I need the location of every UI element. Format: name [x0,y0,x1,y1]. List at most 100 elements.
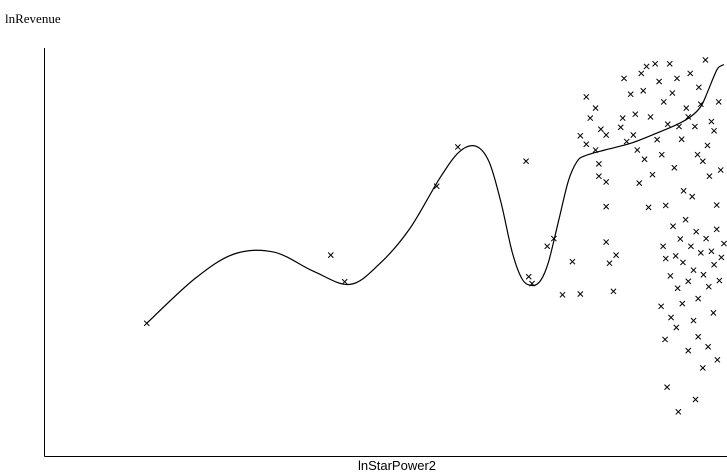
data-point-marker [683,105,690,112]
data-point-marker [638,70,645,77]
data-point-marker [716,277,723,284]
data-point-marker [617,124,624,131]
data-point-marker [613,252,620,259]
data-point-marker [687,243,694,250]
data-point-marker [706,173,713,180]
data-point-marker [525,273,532,280]
data-point-marker [662,255,669,262]
data-point-marker [597,126,604,133]
data-point-marker [685,113,692,120]
data-point-marker [671,164,678,171]
data-point-marker [603,179,610,185]
data-point-marker [699,364,706,371]
data-point-marker [695,333,702,340]
data-point-marker [711,127,718,134]
data-point-marker [634,147,641,153]
data-point-marker [627,91,634,98]
data-point-marker [327,252,334,259]
data-point-marker [647,113,654,120]
data-point-marker [550,235,557,242]
data-point-marker [583,93,590,100]
data-point-marker [666,60,673,67]
data-point-marker [714,356,721,363]
data-point-marker [523,158,530,165]
data-point-marker [693,228,700,235]
data-point-marker [700,271,707,278]
data-point-marker [658,303,665,310]
data-point-marker [705,283,712,290]
data-point-marker [619,115,626,122]
data-point-marker [679,300,686,307]
data-point-marker [690,317,697,324]
data-point-marker [703,235,710,242]
data-point-marker [715,98,722,105]
data-point-marker [433,183,440,190]
data-point-marker [713,226,720,233]
data-point-marker [587,115,594,122]
data-point-marker [660,243,667,250]
data-point-marker [623,138,630,145]
data-point-marker [652,60,659,67]
data-point-marker [649,171,656,178]
data-point-marker [682,216,689,223]
data-point-marker [606,260,613,267]
data-point-marker [569,258,576,265]
data-point-marker [592,105,599,112]
data-point-marker [717,167,724,173]
data-point-marker [668,314,674,321]
data-point-marker [641,156,648,163]
data-point-marker [643,63,650,70]
y-axis-label: lnRevenue [5,11,61,26]
data-point-marker [690,267,697,274]
data-point-marker [143,320,150,327]
data-point-marker [610,288,617,295]
data-point-marker [711,261,718,268]
data-point-marker [673,324,680,331]
data-point-marker [664,384,671,391]
data-point-marker [677,236,684,242]
data-point-marker [454,143,461,150]
data-point-marker [669,90,676,96]
data-point-marker [680,259,686,266]
data-point-marker [529,280,535,287]
fitted-curve-group [146,64,725,324]
data-point-marker [708,248,715,255]
data-point-marker [689,193,696,200]
data-point-marker [699,158,706,165]
data-point-marker [697,249,704,256]
scatter-points-group [143,56,727,415]
data-point-marker [658,151,665,158]
data-point-marker [603,203,610,210]
data-point-marker [702,56,709,63]
data-point-marker [667,272,674,279]
data-point-marker [660,98,667,105]
fitted-curve-line [146,64,725,324]
data-point-marker [678,136,685,143]
data-point-marker [710,309,717,316]
data-point-marker [692,396,699,403]
data-point-marker [621,75,627,82]
data-point-marker [645,204,652,211]
data-point-marker [718,254,725,261]
data-point-marker [685,278,692,285]
data-point-marker [670,223,676,230]
data-point-marker [662,336,669,343]
data-point-marker [675,408,682,415]
data-point-marker [559,291,566,298]
data-point-marker [577,291,584,297]
data-point-marker [630,132,637,138]
data-point-marker [674,75,680,82]
data-point-marker [697,101,704,108]
data-point-marker [341,278,348,285]
data-point-marker [674,285,681,292]
data-point-marker [592,147,599,153]
data-point-marker [640,87,647,94]
data-point-marker [685,347,692,354]
data-point-marker [636,180,643,187]
data-point-marker [603,132,610,138]
data-point-marker [680,187,687,194]
data-point-marker [695,84,702,91]
data-point-marker [672,252,679,259]
data-point-marker [664,121,671,128]
